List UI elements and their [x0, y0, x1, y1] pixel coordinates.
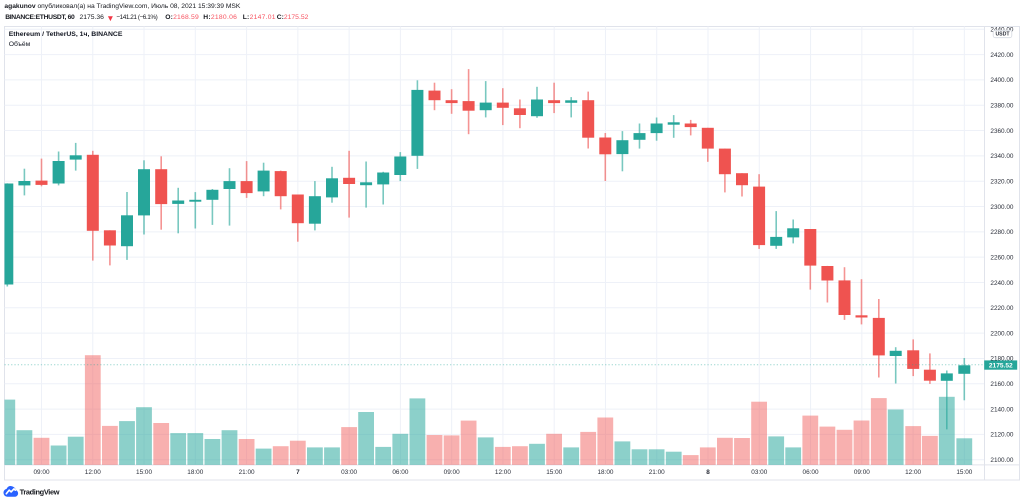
svg-text:2200.00: 2200.00 — [990, 330, 1014, 337]
svg-text:Объём: Объём — [9, 40, 31, 48]
svg-text:15:00: 15:00 — [546, 469, 562, 476]
svg-text:2140.00: 2140.00 — [990, 406, 1014, 413]
svg-text:Ethereum / TetherUS, 1ч, BINAN: Ethereum / TetherUS, 1ч, BINANCE — [9, 31, 123, 38]
svg-text:09:00: 09:00 — [444, 469, 460, 476]
svg-text:03:00: 03:00 — [341, 469, 357, 476]
svg-text:2175.52: 2175.52 — [989, 362, 1013, 369]
svg-text:21:00: 21:00 — [649, 469, 665, 476]
svg-text:2100.00: 2100.00 — [990, 457, 1014, 464]
svg-text:06:00: 06:00 — [803, 469, 819, 476]
svg-text:2220.00: 2220.00 — [990, 305, 1014, 312]
svg-text:2240.00: 2240.00 — [990, 280, 1014, 287]
svg-text:2260.00: 2260.00 — [990, 254, 1014, 261]
svg-text:18:00: 18:00 — [597, 469, 613, 476]
svg-text:7: 7 — [296, 469, 300, 476]
svg-text:2300.00: 2300.00 — [990, 204, 1014, 211]
svg-text:18:00: 18:00 — [187, 469, 203, 476]
svg-text:USDT: USDT — [995, 32, 1010, 38]
svg-text:03:00: 03:00 — [751, 469, 767, 476]
svg-text:2340.00: 2340.00 — [990, 153, 1014, 160]
svg-text:2380.00: 2380.00 — [990, 103, 1014, 110]
svg-text:12:00: 12:00 — [85, 469, 101, 476]
svg-text:2160.00: 2160.00 — [990, 381, 1014, 388]
svg-text:2280.00: 2280.00 — [990, 229, 1014, 236]
svg-text:2320.00: 2320.00 — [990, 179, 1014, 186]
svg-text:12:00: 12:00 — [905, 469, 921, 476]
svg-text:2400.00: 2400.00 — [990, 77, 1014, 84]
svg-text:09:00: 09:00 — [34, 469, 50, 476]
svg-text:2180.00: 2180.00 — [990, 356, 1014, 363]
svg-text:09:00: 09:00 — [854, 469, 870, 476]
svg-text:12:00: 12:00 — [495, 469, 511, 476]
svg-text:06:00: 06:00 — [392, 469, 408, 476]
svg-text:15:00: 15:00 — [136, 469, 152, 476]
svg-text:15:00: 15:00 — [956, 469, 972, 476]
svg-text:8: 8 — [706, 469, 710, 476]
svg-text:TradingView: TradingView — [20, 487, 60, 496]
svg-text:21:00: 21:00 — [239, 469, 255, 476]
svg-text:2420.00: 2420.00 — [990, 52, 1014, 59]
svg-text:2360.00: 2360.00 — [990, 128, 1014, 135]
svg-text:2120.00: 2120.00 — [990, 432, 1014, 439]
